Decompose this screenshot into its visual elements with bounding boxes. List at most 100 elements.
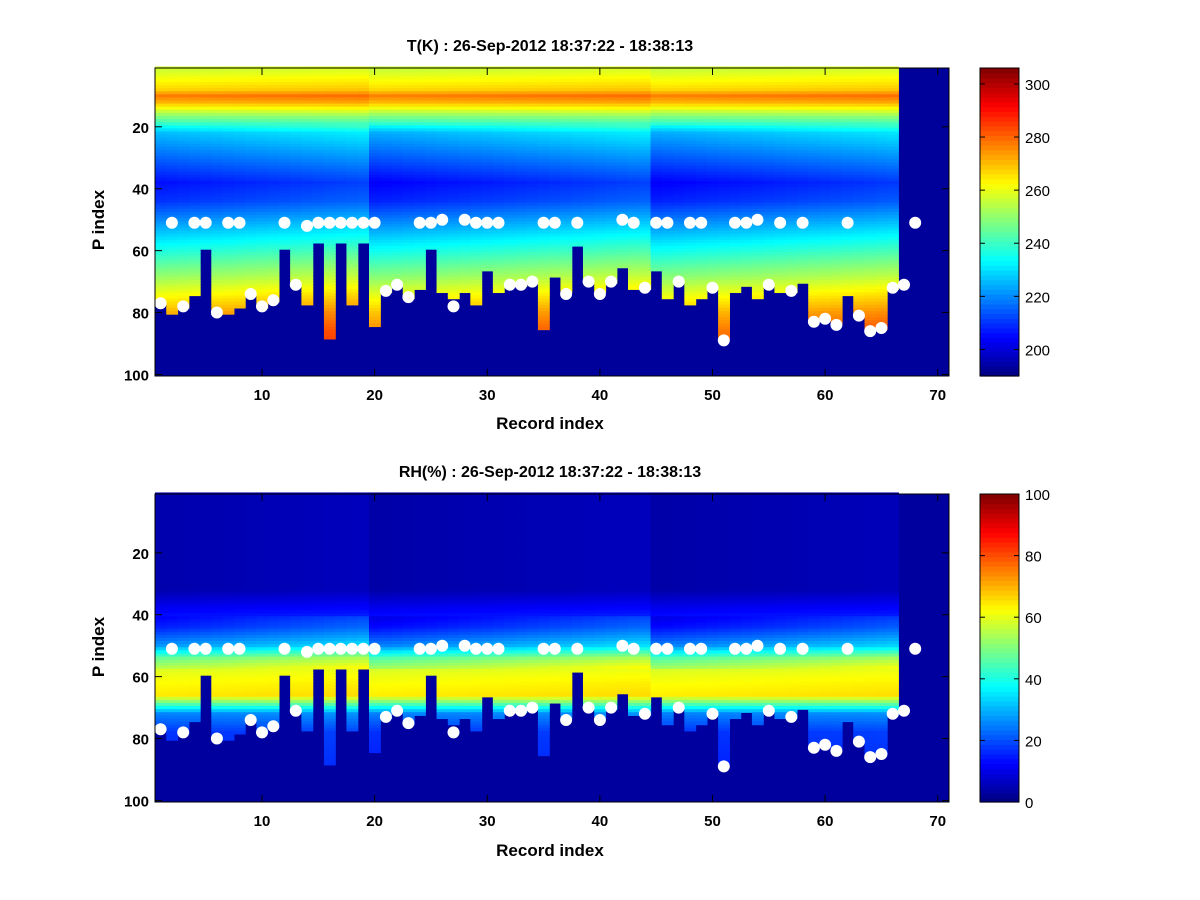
record-column: [875, 492, 888, 757]
profile-marker: [762, 704, 775, 717]
record-column: [808, 492, 821, 747]
colorbar-tick-label: 100: [1025, 487, 1050, 504]
record-column: [166, 492, 179, 741]
record-column: [267, 492, 280, 729]
y-tick-label: 100: [124, 793, 149, 810]
profile-marker: [267, 720, 280, 733]
profile-marker: [334, 216, 347, 229]
y-tick-label: 60: [132, 670, 149, 687]
x-tick-label: 70: [929, 387, 946, 404]
y-tick-label: 80: [132, 732, 149, 749]
record-column: [402, 492, 415, 726]
profile-marker: [740, 642, 753, 655]
record-column: [582, 66, 595, 284]
colorbar-frame: [979, 67, 1020, 377]
profile-marker: [458, 213, 471, 226]
colorbar-tick-label: 220: [1025, 289, 1050, 306]
record-column: [673, 492, 685, 710]
record-column: [673, 66, 685, 284]
profile-marker: [605, 275, 618, 288]
profile-marker: [898, 704, 910, 717]
record-column: [447, 492, 460, 726]
profile-marker: [402, 291, 415, 304]
record-column: [774, 66, 787, 294]
record-column: [729, 492, 742, 720]
record-column: [188, 66, 201, 297]
profile-marker: [537, 216, 550, 229]
record-column: [256, 492, 269, 735]
temperature-panel: T(K) : 26-Sep-2012 18:37:22 - 18:38:13 1…: [89, 38, 1050, 433]
colorbar-tick-label: 0: [1025, 795, 1033, 812]
record-column: [819, 66, 832, 321]
record-column: [639, 66, 652, 290]
profile-marker: [785, 710, 798, 723]
colorbar-tick-label: 200: [1025, 342, 1050, 359]
record-column: [504, 66, 516, 287]
record-column: [335, 66, 348, 244]
record-column: [582, 492, 595, 710]
profile-marker: [751, 213, 764, 226]
record-column: [684, 492, 697, 732]
profile-marker: [481, 216, 494, 229]
record-column: [616, 492, 629, 695]
profile-marker: [470, 642, 482, 655]
profile-marker: [852, 309, 865, 322]
record-column: [515, 66, 528, 287]
profile-marker: [740, 216, 753, 229]
record-column: [819, 492, 832, 747]
profile-marker: [807, 741, 820, 754]
record-column: [796, 66, 809, 284]
profile-marker: [233, 216, 246, 229]
profile-marker: [379, 710, 392, 723]
record-column: [391, 66, 404, 287]
profile-marker: [436, 213, 449, 226]
record-column: [695, 66, 708, 300]
record-column: [706, 492, 719, 716]
record-column: [684, 66, 697, 306]
profile-marker: [548, 216, 561, 229]
profile-marker: [210, 306, 223, 319]
profile-marker: [796, 216, 809, 229]
profile-marker: [684, 642, 696, 655]
profile-marker: [492, 642, 505, 655]
y-tick-label: 80: [132, 306, 149, 323]
y-tick-label: 60: [132, 244, 149, 261]
colorbar-tick-label: 20: [1025, 733, 1042, 750]
profile-marker: [391, 278, 404, 291]
record-column: [233, 66, 246, 309]
profile-marker: [672, 701, 685, 714]
profile-marker: [165, 642, 178, 655]
profile-marker: [323, 216, 336, 229]
record-column: [875, 66, 888, 331]
profile-marker: [875, 748, 888, 760]
x-tick-label: 10: [254, 387, 271, 404]
profile-marker: [616, 639, 629, 652]
record-column: [571, 492, 584, 673]
colorbar-tick-label: 240: [1025, 236, 1050, 253]
record-column: [830, 492, 843, 750]
record-column: [594, 66, 607, 294]
profile-marker: [785, 284, 798, 297]
record-column: [459, 492, 471, 720]
record-column: [763, 492, 776, 713]
record-column: [515, 492, 528, 713]
record-column: [605, 66, 618, 284]
record-column: [571, 66, 584, 247]
record-column: [492, 66, 505, 294]
profile-marker: [165, 216, 178, 229]
record-column: [853, 66, 866, 315]
record-column: [718, 492, 730, 766]
profile-marker: [548, 642, 561, 655]
record-column: [222, 492, 235, 741]
profile-marker: [346, 642, 359, 655]
record-column: [290, 66, 303, 287]
profile-marker: [762, 278, 775, 291]
marker-layer: [154, 639, 922, 773]
record-column: [639, 492, 652, 716]
profile-marker: [210, 732, 223, 745]
x-axis-label: Record index: [496, 841, 604, 860]
record-column: [751, 66, 764, 300]
record-column: [864, 492, 877, 757]
record-column: [808, 66, 821, 321]
record-column: [391, 492, 404, 713]
